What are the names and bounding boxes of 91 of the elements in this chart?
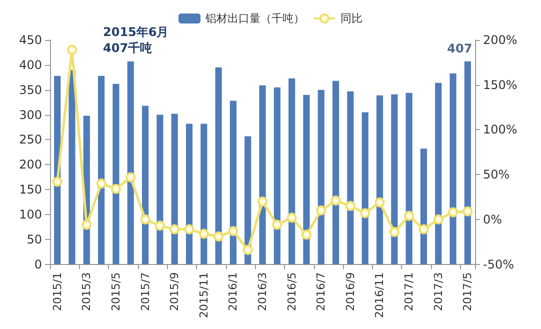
point — [301, 230, 312, 240]
x-tick-label: 2015/9 — [168, 272, 182, 312]
point — [345, 200, 356, 211]
point — [462, 206, 473, 216]
bar — [98, 76, 105, 264]
y-tick-label: 50 — [26, 232, 42, 246]
x-tick-label: 2016/3 — [256, 272, 269, 312]
point — [258, 196, 268, 206]
point — [418, 224, 429, 234]
y-tick-label: 100 — [19, 207, 42, 222]
y-tick-label: 250 — [19, 132, 42, 147]
legend-label: 同比 — [340, 12, 362, 25]
bar — [464, 61, 471, 264]
y-tick-label: 400 — [19, 58, 42, 72]
point — [374, 197, 385, 208]
bar — [112, 84, 120, 264]
point — [330, 196, 341, 206]
x-tick-label: 2015/5 — [109, 272, 122, 312]
bar — [332, 80, 340, 264]
point — [82, 220, 92, 230]
x-tick-label: 2016/9 — [344, 272, 357, 312]
point — [198, 228, 209, 239]
bar — [200, 124, 208, 264]
point — [66, 44, 77, 55]
x-tick-label: 2015/1 — [50, 272, 64, 312]
point — [154, 220, 165, 231]
point — [389, 227, 400, 237]
bar — [274, 87, 280, 264]
x-tick-label: 2017/1 — [402, 272, 416, 312]
y-tick-label: 200 — [19, 158, 42, 172]
y2-tick-label: 200% — [483, 33, 518, 47]
x-tick-label: 2016/7 — [314, 272, 328, 312]
x-tick-label: 2017/5 — [461, 272, 474, 312]
x-tick-label: 2016/11 — [373, 272, 386, 318]
bar — [68, 70, 76, 264]
bar — [171, 114, 178, 264]
bar — [230, 100, 236, 264]
x-tick-label: 2015/7 — [138, 272, 152, 312]
y2-tick-label: 0% — [483, 212, 502, 226]
point — [96, 178, 106, 189]
point — [448, 207, 458, 218]
bar — [406, 92, 412, 264]
bar — [376, 95, 384, 264]
x-tick-label: 2016/1 — [226, 272, 240, 312]
bar — [303, 94, 310, 264]
bar — [288, 78, 296, 264]
point — [360, 208, 370, 218]
legend-label: 铝材出口量（千吨） — [204, 12, 304, 25]
y2-tick-label: -50% — [483, 257, 514, 272]
x-tick-label: 2017/3 — [432, 272, 445, 312]
y-tick-label: 0 — [34, 257, 42, 272]
bar — [142, 106, 149, 264]
bar — [362, 112, 368, 264]
y-tick-label: 300 — [19, 108, 42, 122]
x-tick-label: 2015/3 — [80, 272, 94, 312]
point — [52, 176, 62, 187]
annotation: 2015年6月 407千吨 — [103, 25, 169, 55]
point — [214, 231, 224, 242]
bar — [391, 94, 398, 264]
y2-tick-label: 150% — [483, 78, 518, 92]
y-tick-label: 350 — [19, 82, 42, 97]
bar — [420, 148, 428, 264]
point — [316, 205, 326, 216]
bar — [347, 91, 354, 264]
bar — [215, 67, 222, 264]
bar — [450, 73, 456, 264]
bar — [186, 124, 193, 264]
x-tick-label: 2015/11 — [197, 272, 210, 318]
point — [126, 172, 136, 182]
point — [286, 212, 297, 223]
point — [242, 244, 253, 255]
point — [433, 214, 444, 224]
bar — [156, 114, 164, 264]
bar — [244, 136, 252, 264]
point — [170, 224, 180, 234]
x-tick-label: 2016/5 — [285, 272, 298, 312]
bar — [259, 85, 266, 264]
y2-tick-label: 50% — [483, 168, 510, 182]
point — [404, 210, 414, 221]
point — [140, 214, 150, 224]
y-tick-label: 150 — [19, 182, 42, 197]
bar — [127, 61, 134, 264]
annotation: 407 — [447, 41, 472, 56]
bar — [318, 90, 324, 264]
point — [184, 224, 194, 234]
point — [228, 226, 238, 236]
point — [272, 220, 282, 230]
bar — [435, 82, 442, 264]
y-tick-label: 450 — [19, 33, 42, 47]
y2-tick-label: 100% — [483, 122, 518, 137]
point — [110, 184, 121, 194]
